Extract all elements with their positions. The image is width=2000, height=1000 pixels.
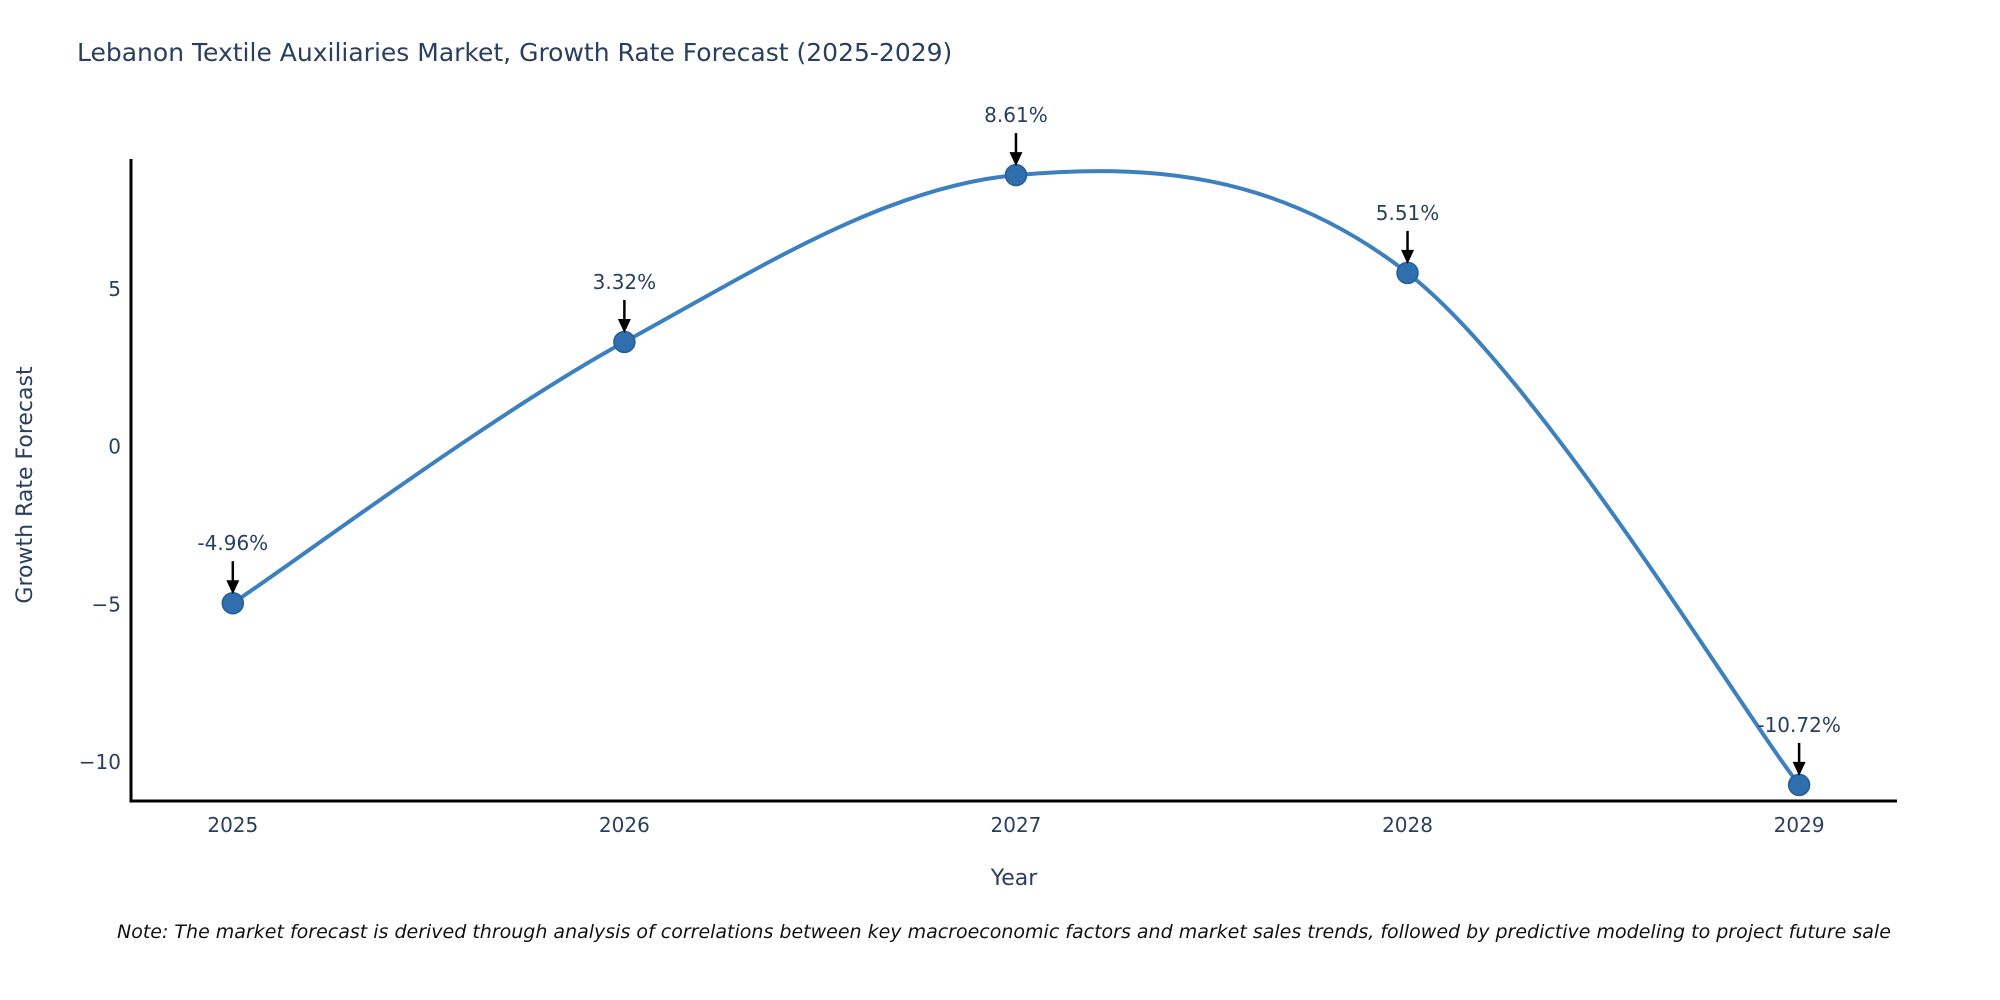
point-annotation-label: 3.32%	[593, 270, 657, 294]
x-axis-tick-label: 2029	[1774, 813, 1825, 837]
annotation-arrowhead-icon	[1009, 152, 1023, 167]
y-axis-title: Growth Rate Forecast	[13, 366, 38, 604]
data-point-marker	[1787, 773, 1811, 797]
x-axis-tick-label: 2027	[991, 813, 1042, 837]
y-axis-tick-label: 5	[108, 277, 121, 301]
x-axis-tick-label: 2025	[207, 813, 258, 837]
x-axis-tick-label: 2028	[1382, 813, 1433, 837]
point-annotation-label: 5.51%	[1376, 201, 1440, 225]
y-axis-tick-label: −5	[92, 592, 121, 616]
x-axis-tick-label: 2026	[599, 813, 650, 837]
chart-title: Lebanon Textile Auxiliaries Market, Grow…	[77, 38, 953, 67]
point-annotation-label: -4.96%	[197, 531, 268, 555]
annotation-arrowhead-icon	[1792, 761, 1806, 776]
data-point-marker	[613, 330, 636, 354]
line-series-path	[230, 169, 1802, 787]
annotation-arrowhead-icon	[1401, 249, 1415, 264]
y-axis-tick-label: 0	[108, 435, 121, 459]
y-axis-tick-label: −10	[79, 750, 121, 774]
point-annotation-label: 8.61%	[984, 103, 1048, 127]
point-annotation-label: -10.72%	[1757, 713, 1840, 737]
footnote: Note: The market forecast is derived thr…	[117, 921, 1891, 943]
annotation-arrowhead-icon	[617, 318, 631, 333]
x-axis-title: Year	[990, 866, 1039, 891]
data-point-marker	[221, 591, 245, 615]
annotation-arrowhead-icon	[226, 580, 240, 595]
data-point-marker	[1004, 163, 1028, 187]
data-point-marker	[1396, 261, 1419, 285]
